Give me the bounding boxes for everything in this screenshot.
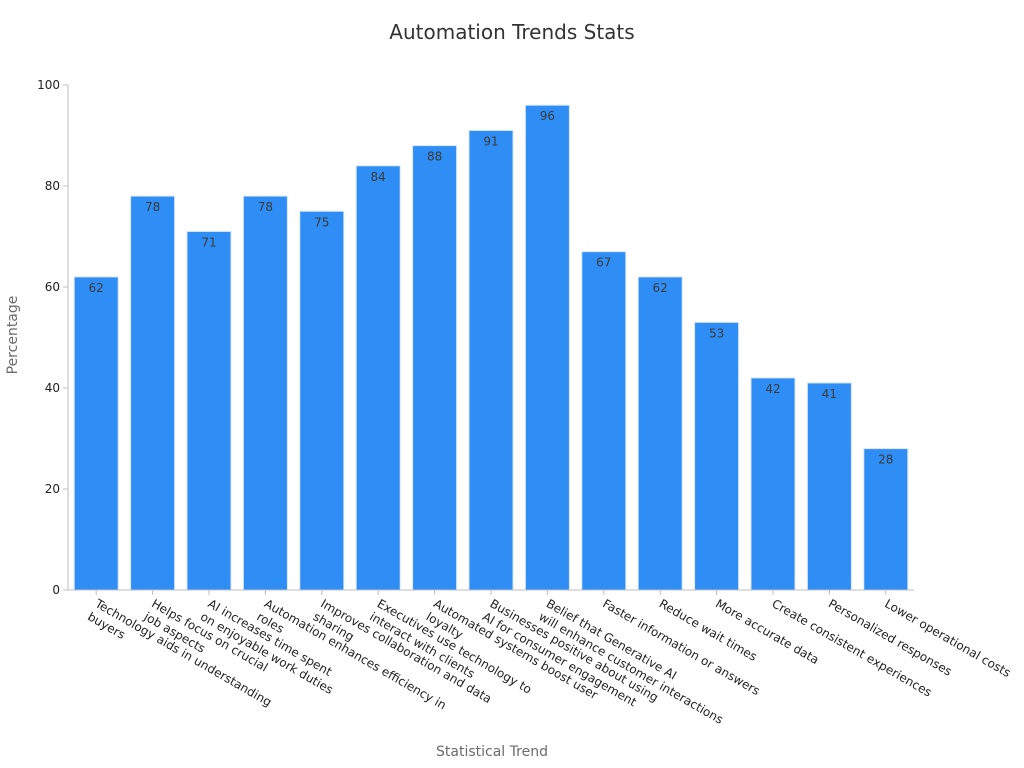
bar	[806, 382, 852, 591]
bar	[73, 276, 119, 591]
y-tick-label: 20	[45, 482, 60, 496]
bar-value-label: 28	[878, 453, 893, 467]
bar-value-label: 75	[314, 215, 329, 229]
bar	[468, 129, 514, 591]
bar	[186, 230, 232, 591]
x-tick-label: More accurate data	[713, 596, 821, 667]
y-tick-label: 100	[37, 78, 60, 92]
bar-value-label: 67	[596, 256, 611, 270]
bar-value-label: 62	[653, 281, 668, 295]
x-axis: Technology aids in understandingbuyers He…	[68, 589, 1013, 727]
bar	[355, 165, 401, 591]
bar-value-label: 84	[371, 170, 386, 184]
bar-value-label: 91	[483, 134, 498, 148]
bar	[863, 448, 909, 591]
x-axis-title: Statistical Trend	[436, 744, 548, 760]
bar-value-label: 96	[540, 109, 555, 123]
y-tick-label: 40	[45, 381, 60, 395]
y-tick-label: 80	[45, 179, 60, 193]
bar-value-label: 42	[765, 382, 780, 396]
bar	[299, 210, 345, 591]
chart-title: Automation Trends Stats	[389, 20, 635, 44]
bar-value-label: 53	[709, 326, 724, 340]
bar	[637, 276, 683, 591]
y-tick-label: 60	[45, 280, 60, 294]
bar	[524, 104, 570, 591]
x-tick-label-line: More accurate data	[713, 596, 821, 667]
bar-value-label: 78	[145, 200, 160, 214]
bar	[750, 377, 796, 591]
bar	[412, 145, 458, 591]
bar	[581, 251, 627, 591]
bar	[694, 321, 740, 591]
bar-value-label: 71	[201, 235, 216, 249]
bar-value-label: 41	[822, 387, 837, 401]
bar	[130, 195, 176, 591]
bar	[242, 195, 288, 591]
bar-value-label: 78	[258, 200, 273, 214]
y-axis: 0 20 40 60 80 100	[37, 78, 69, 597]
bars-group: 62 78 71 78 75 84 88 91 96 67 62 53 42 41 28	[73, 104, 909, 591]
bar-value-label: 62	[89, 281, 104, 295]
y-axis-title: Percentage	[5, 296, 21, 375]
bar-value-label: 88	[427, 150, 442, 164]
y-tick-label: 0	[52, 583, 60, 597]
